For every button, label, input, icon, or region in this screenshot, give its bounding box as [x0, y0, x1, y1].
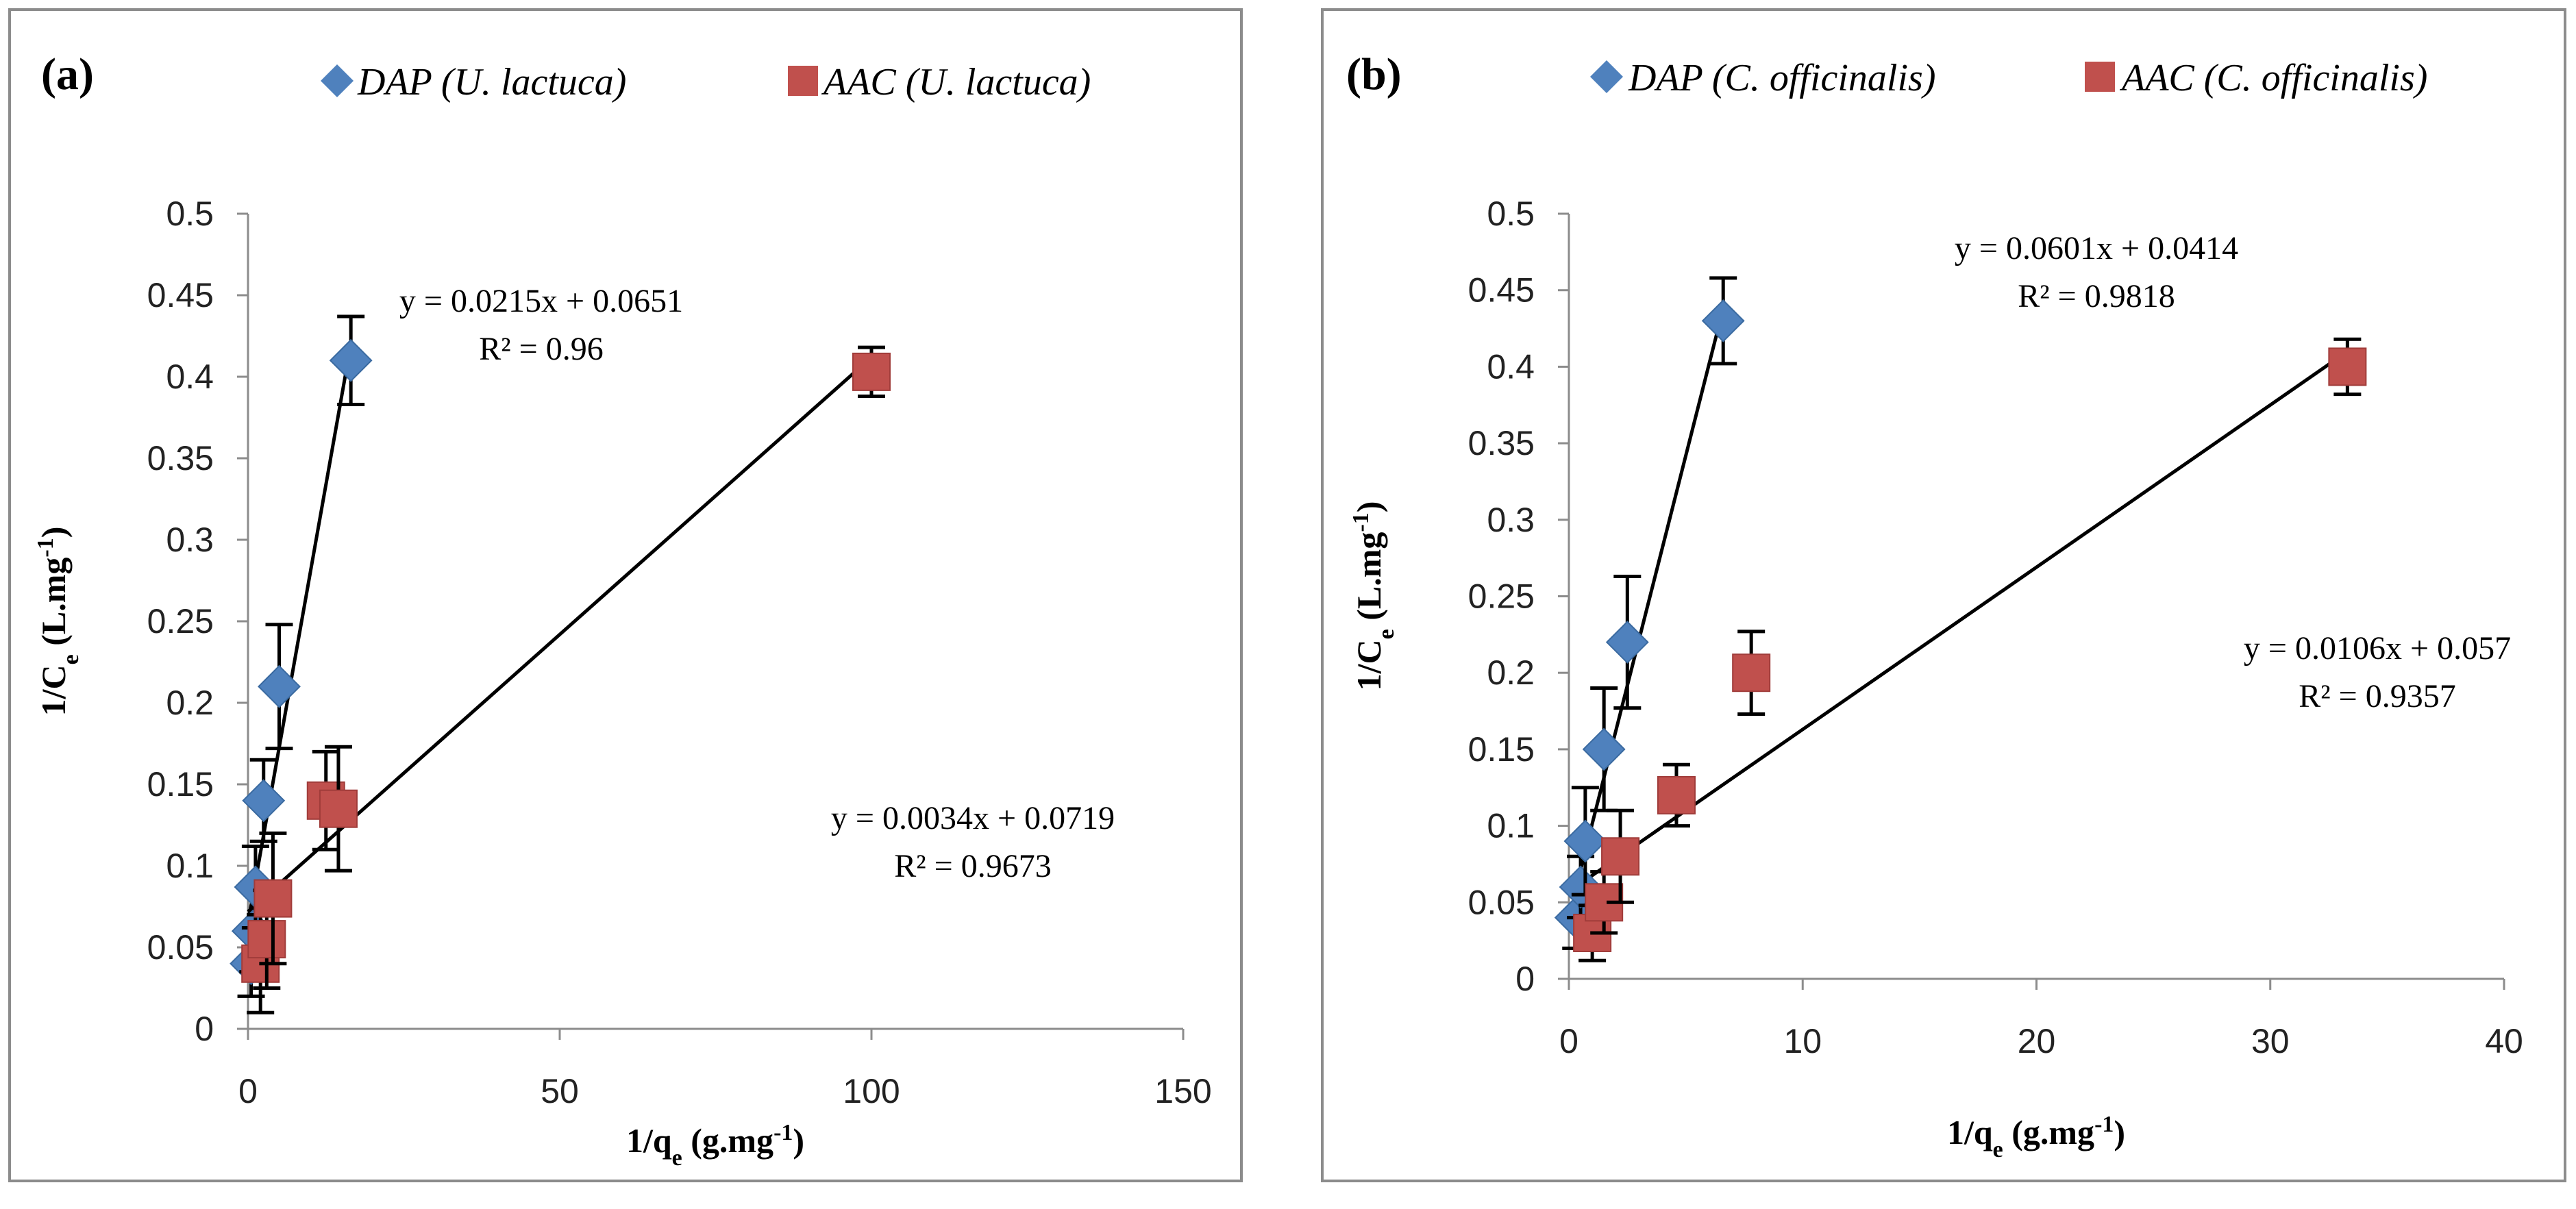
x-tick-label: 0 [1559, 1022, 1578, 1060]
x-tick-label: 30 [2251, 1022, 2290, 1060]
x-tick-label: 0 [238, 1072, 258, 1110]
y-tick-label: 0.25 [1468, 577, 1535, 616]
trendline-r2: R² = 0.96 [479, 331, 603, 367]
y-tick-label: 0.15 [147, 765, 214, 803]
legend-label: AAC (U. lactuca) [821, 61, 1091, 103]
data-point-aac [253, 879, 293, 918]
legend-label: AAC (C. officinalis) [2119, 57, 2427, 99]
trendline-aac [1579, 350, 2349, 885]
x-tick-label: 40 [2485, 1022, 2523, 1060]
legend-marker-aac [788, 66, 818, 96]
legend-label: DAP (C. officinalis) [1628, 57, 1936, 99]
y-tick-label: 0.45 [1468, 271, 1535, 310]
panel-b: 0 0.05 0.1 0.15 0.2 0.25 0.3 0.35 0.4 0.45 0.5 0 10 2… [1346, 49, 2523, 1162]
trendline-dap [1574, 308, 1725, 888]
y-tick-label: 0.05 [147, 928, 214, 967]
data-point-dap [1701, 299, 1745, 342]
data-point-aac [2328, 347, 2367, 386]
y-tick-label: 0.2 [1487, 653, 1535, 692]
y-tick-label: 0.2 [166, 684, 214, 722]
data-point-aac [852, 352, 891, 391]
legend-marker-dap [1590, 60, 1623, 93]
data-point-aac [1657, 775, 1696, 814]
y-tick-label: 0.5 [166, 195, 214, 233]
y-tick-label: 0.45 [147, 276, 214, 314]
trendline-equation: y = 0.0601x + 0.0414 [1955, 230, 2238, 266]
x-tick-label: 100 [843, 1072, 900, 1110]
y-axis-title: 1/Ce (L.mg-1) [33, 527, 84, 716]
y-tick-label: 0.3 [166, 521, 214, 559]
data-point-dap [329, 338, 373, 382]
panel-b-frame [1321, 8, 2566, 1182]
trendline-equation: y = 0.0034x + 0.0719 [831, 800, 1115, 836]
y-tick-label: 0.5 [1487, 195, 1535, 233]
data-point-dap [242, 779, 286, 823]
y-tick-label: 0.35 [1468, 424, 1535, 462]
legend-label: DAP (U. lactuca) [357, 61, 626, 103]
x-axis-title: 1/qe (g.mg-1) [1947, 1112, 2125, 1162]
y-tick-label: 0.25 [147, 602, 214, 640]
y-tick-label: 0.3 [1487, 501, 1535, 539]
x-tick-label: 150 [1154, 1072, 1211, 1110]
y-tick-label: 0.35 [147, 439, 214, 477]
y-tick-label: 0.4 [166, 358, 214, 396]
data-point-dap [1563, 819, 1607, 863]
y-tick-label: 0 [1515, 960, 1535, 998]
trendline-r2: R² = 0.9357 [2299, 678, 2455, 714]
y-tick-label: 0.4 [1487, 347, 1535, 386]
panel-a-frame [8, 8, 1243, 1182]
data-point-aac [319, 789, 358, 828]
x-tick-label: 10 [1783, 1022, 1822, 1060]
trendline-equation: y = 0.0215x + 0.0651 [399, 283, 683, 319]
data-point-aac [247, 920, 286, 959]
y-tick-label: 0.1 [166, 847, 214, 885]
data-point-dap [1605, 621, 1649, 664]
y-tick-label: 0.05 [1468, 883, 1535, 921]
trendline-r2: R² = 0.9818 [2018, 278, 2175, 314]
y-tick-label: 0 [195, 1010, 214, 1048]
legend-marker-aac [2085, 62, 2115, 92]
panel-label: (a) [41, 49, 94, 99]
x-tick-label: 50 [541, 1072, 579, 1110]
x-tick-label: 20 [2018, 1022, 2056, 1060]
panel-label: (b) [1346, 49, 1402, 99]
y-axis-title: 1/Ce (L.mg-1) [1348, 501, 1399, 691]
data-point-aac [1601, 837, 1640, 876]
data-point-aac [1732, 653, 1771, 693]
y-tick-label: 0.1 [1487, 807, 1535, 845]
panel-a: 0 0.05 0.1 0.15 0.2 0.25 0.3 0.35 0.4 0.45 0.5 0 50 1… [33, 49, 1212, 1171]
trendline-r2: R² = 0.9673 [894, 848, 1051, 884]
legend-marker-dap [321, 64, 354, 97]
data-point-dap [1582, 727, 1626, 771]
data-point-dap [258, 664, 301, 708]
trendline-equation: y = 0.0106x + 0.057 [2244, 630, 2511, 666]
y-tick-label: 0.15 [1468, 730, 1535, 769]
x-axis-title: 1/qe (g.mg-1) [626, 1120, 804, 1171]
